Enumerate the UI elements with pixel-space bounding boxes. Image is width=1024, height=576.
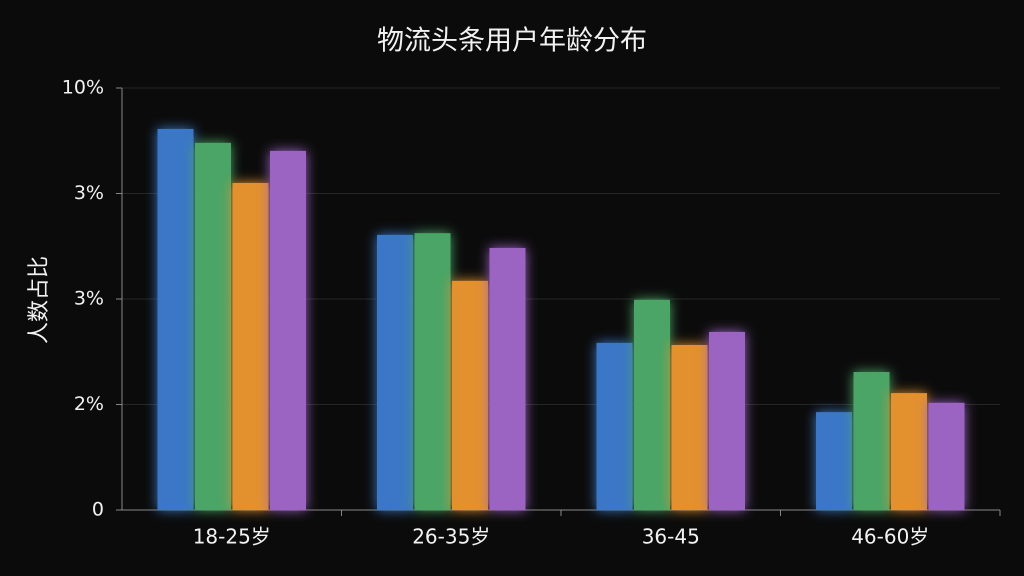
bar	[853, 372, 890, 510]
bar	[157, 128, 194, 510]
x-tick-label: 18-25岁	[193, 525, 271, 549]
x-tick-label: 46-60岁	[851, 525, 929, 549]
bar	[452, 280, 488, 510]
bar	[414, 233, 451, 510]
bar	[195, 142, 231, 511]
bar	[270, 150, 306, 511]
bar	[816, 412, 852, 510]
chart-title: 物流头条用户年龄分布	[377, 26, 647, 57]
bar	[891, 393, 927, 510]
bar	[709, 331, 745, 510]
bar	[377, 234, 413, 510]
x-tick-label: 26-35岁	[412, 525, 490, 549]
x-tick-label: 36-45	[642, 525, 700, 549]
bar	[634, 299, 670, 510]
y-axis-label: 人数占比	[27, 256, 52, 344]
bar	[489, 247, 526, 511]
y-tick-label: 0	[92, 499, 104, 521]
bar	[596, 342, 633, 510]
y-tick-label: 3%	[74, 182, 104, 204]
y-tick-label: 10%	[62, 77, 104, 99]
y-tick-label: 3%	[74, 288, 104, 310]
bar	[232, 182, 269, 510]
bar	[928, 402, 965, 510]
y-tick-label: 2%	[74, 393, 104, 415]
bar	[671, 344, 708, 510]
